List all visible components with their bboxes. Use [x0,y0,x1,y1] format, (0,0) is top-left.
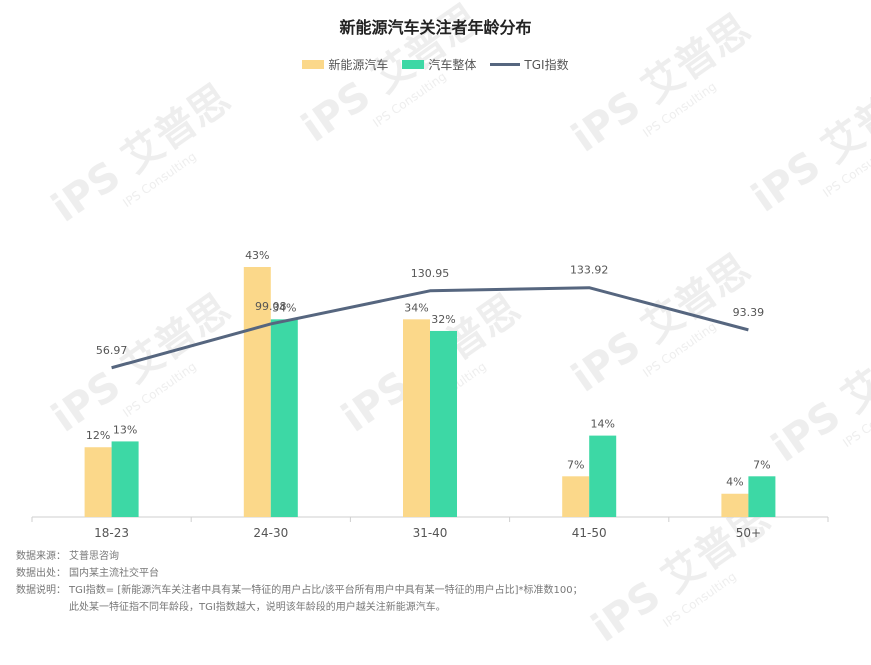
x-tick-label: 50+ [736,526,761,540]
note-text: TGI指数= [新能源汽车关注者中具有某一特征的用户占比/该平台所有用户中具有某… [69,585,583,596]
bar-value-label: 32% [431,313,455,326]
line-value-label: 130.95 [411,267,450,280]
legend-swatch-nev [302,60,325,69]
bar-value-label: 43% [245,249,269,262]
bar [243,267,271,517]
bar [111,441,139,517]
x-tick-label: 41-50 [572,526,607,540]
note-label: 数据来源： [16,551,66,562]
legend-item-nev[interactable]: 新能源汽车 [302,56,388,73]
line-value-label: 56.97 [96,344,128,357]
bar-value-label: 14% [590,418,614,431]
legend-swatch-tgi [490,63,521,66]
note-row: 此处某一特征指不同年龄段，TGI指数越大，说明该年龄段的用户越关注新能源汽车。 [16,599,583,616]
bar [430,330,457,517]
legend-swatch-overall [402,60,425,69]
note-text: 艾普思咨询 [69,551,119,562]
chart-legend: 新能源汽车 汽车整体 TGI指数 [0,56,871,73]
bar-value-label: 12% [86,429,110,442]
bar [562,476,590,517]
tgi-line [111,286,749,370]
legend-item-overall[interactable]: 汽车整体 [402,56,476,73]
legend-label-tgi: TGI指数 [524,58,569,72]
note-label [16,599,69,616]
legend-label-overall: 汽车整体 [428,58,477,72]
bar [748,476,776,517]
note-row: 数据来源： 艾普思咨询 [16,548,583,565]
bar-value-label: 13% [113,423,137,436]
chart-title: 新能源汽车关注者年龄分布 [339,18,532,37]
note-text: 国内某主流社交平台 [69,568,159,579]
x-tick-label: 18-23 [94,526,129,540]
bar [721,493,749,517]
bar [403,319,430,517]
line-value-label: 93.39 [733,306,765,319]
bar-value-label: 7% [567,458,584,471]
note-label: 数据出处： [16,568,66,579]
legend-item-tgi[interactable]: TGI指数 [490,56,569,73]
bar-value-label: 34% [404,301,428,314]
line-value-label: 133.92 [570,264,609,277]
x-tick-label: 31-40 [413,526,448,540]
note-row: 数据说明： TGI指数= [新能源汽车关注者中具有某一特征的用户占比/该平台所有用… [16,582,583,599]
note-text: 此处某一特征指不同年龄段，TGI指数越大，说明该年龄段的用户越关注新能源汽车。 [69,602,446,613]
note-row: 数据出处： 国内某主流社交平台 [16,565,583,582]
bar [589,435,617,517]
chart-plot: 18-23 24-30 31-40 41-50 50+ 12% 43% 34% 7% 4% 13% 3… [31,249,829,540]
bar [270,319,298,517]
note-label: 数据说明： [16,585,66,596]
legend-label-nev: 新能源汽车 [328,58,389,72]
line-value-label: 99.08 [255,300,287,313]
bar-value-label: 4% [726,476,743,489]
bar-value-label: 34% [272,301,296,314]
bar-value-label: 7% [753,458,770,471]
bar [84,447,112,517]
x-tick-label: 24-30 [253,526,288,540]
chart-notes: 数据来源： 艾普思咨询 数据出处： 国内某主流社交平台 数据说明： TGI指数= [新能源… [16,548,583,616]
